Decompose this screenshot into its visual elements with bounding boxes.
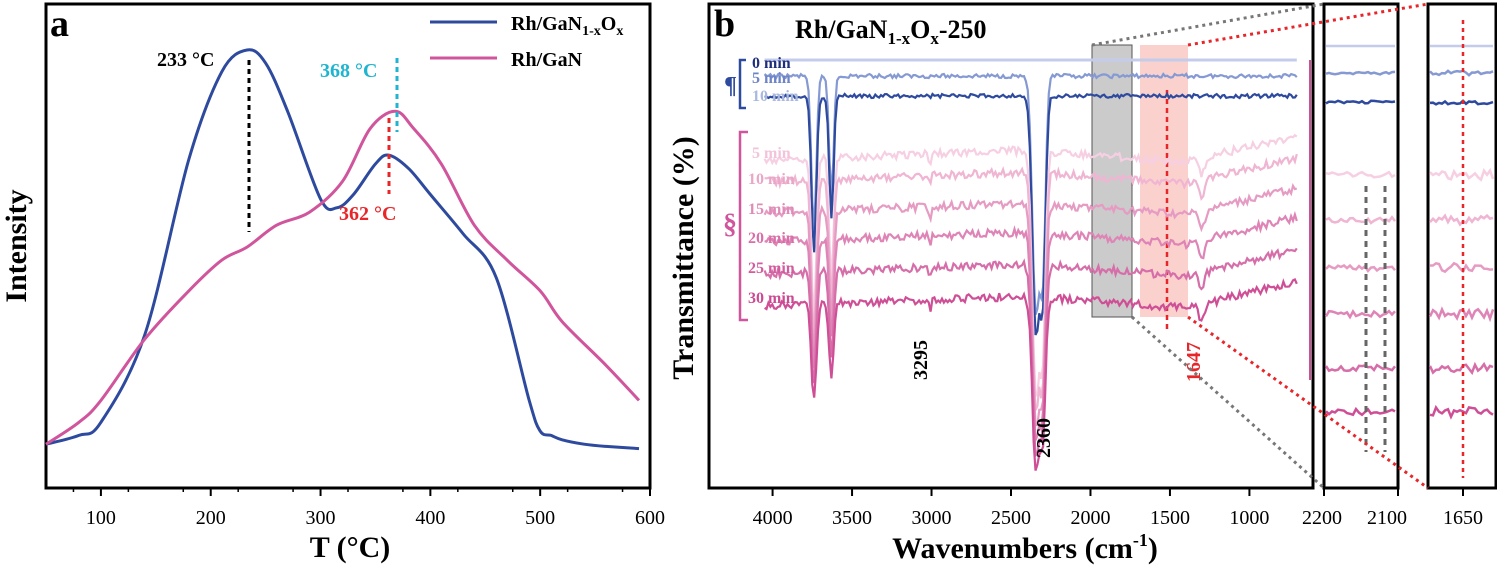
zoom-1650-trace <box>1429 404 1494 420</box>
label-5-min-b: 5 min <box>752 145 791 162</box>
panel-b-x-axis: 4000 3500 3000 2500 2000 1500 1000 <box>753 488 1269 529</box>
panel-b: b Rh/GaN1-xOx-250 ¶ § 0 min 5 min 10 min… <box>667 2 1497 565</box>
x-tick-label: 2000 <box>1070 507 1110 529</box>
zoom-2100-trace <box>1325 99 1396 105</box>
annotation-362: 362 °C <box>339 203 396 225</box>
zoom-1650-trace <box>1429 99 1494 106</box>
x-tick-label: 100 <box>86 507 116 529</box>
spectrum-8 <box>764 278 1298 471</box>
x-tick-label: 600 <box>635 507 665 529</box>
annotation-368: 368 °C <box>320 60 377 82</box>
x-tick-label: 1500 <box>1150 507 1190 529</box>
group-2-symbol: § <box>723 209 737 240</box>
panel-b-letter: b <box>714 3 735 45</box>
panel-b-y-label: Transmittance (%) <box>667 136 700 380</box>
group-1-bracket <box>738 58 746 110</box>
panel-b-x-label: Wavenumbers (cm-1) <box>892 530 1158 565</box>
zoom-1650-trace <box>1429 213 1494 227</box>
zoom-tick-2200: 2200 <box>1302 507 1342 529</box>
zoom-tick-2100: 2100 <box>1367 507 1407 529</box>
x-tick-label: 3000 <box>912 507 952 529</box>
legend-label-rh-gan: Rh/GaN <box>511 49 583 71</box>
zoom-2100-trace <box>1325 170 1396 179</box>
connector-gray-bottom <box>1131 315 1325 490</box>
x-tick-label: 4000 <box>753 507 793 529</box>
panel-a: a 233 °C 368 °C 362 °C Rh/GaN1-xOx Rh/Ga… <box>0 2 665 564</box>
zoom-1650-trace <box>1429 167 1495 182</box>
zoom-traces <box>1324 44 1495 420</box>
x-tick-label: 300 <box>306 507 336 529</box>
annotation-233: 233 °C <box>157 49 214 71</box>
label-10-min-a: 10 min <box>752 88 799 105</box>
zoom-1650-trace <box>1430 261 1494 274</box>
zoom-1650-trace <box>1428 361 1494 376</box>
panel-b-title: Rh/GaN1-xOx-250 <box>795 15 987 48</box>
zoom-1650-trace <box>1429 69 1494 77</box>
x-tick-label: 1000 <box>1229 507 1269 529</box>
group-2-bracket <box>738 130 748 322</box>
label-10-min-b: 10 min <box>748 171 795 188</box>
zoom-tick-1650: 1650 <box>1443 507 1483 529</box>
panel-a-letter: a <box>50 3 69 45</box>
legend-label-rh-gan1-x-ox: Rh/GaN1-xOx <box>511 13 623 39</box>
label-0-min: 0 min <box>752 55 791 72</box>
connector-red-top <box>1187 2 1429 47</box>
region-2100-highlight <box>1091 44 1133 318</box>
label-5-min-a: 5 min <box>752 70 791 87</box>
annotation-2360: 2360 <box>1033 418 1055 458</box>
x-tick-label: 500 <box>525 507 555 529</box>
series-rh-gan-line <box>45 109 641 446</box>
label-15-min: 15 min <box>748 201 795 218</box>
label-25-min: 25 min <box>748 260 795 277</box>
group-1-symbol: ¶ <box>724 73 737 99</box>
series-rh-gan1-x-ox-line <box>45 48 640 451</box>
connector-red-bottom <box>1187 315 1429 490</box>
x-tick-label: 200 <box>196 507 226 529</box>
spectrum-2 <box>764 91 1298 336</box>
panel-a-y-label: Intensity <box>0 189 33 302</box>
spectra <box>763 58 1311 471</box>
annotation-3295: 3295 <box>910 340 932 380</box>
zoom-2100-trace <box>1325 70 1396 76</box>
label-20-min: 20 min <box>748 230 795 247</box>
zoom-panel-2100 <box>1322 2 1400 490</box>
zoom-2100-trace <box>1324 308 1396 320</box>
label-30-min: 30 min <box>748 290 795 307</box>
x-tick-label: 2500 <box>991 507 1031 529</box>
zoom-1650-trace <box>1428 306 1495 323</box>
panel-a-x-axis: 100 200 300 400 500 600 <box>72 488 665 529</box>
annotation-1647: 1647 <box>1183 342 1205 382</box>
legend: Rh/GaN1-xOx Rh/GaN <box>430 13 623 71</box>
x-tick-label: 3500 <box>832 507 872 529</box>
zoom-2100-trace <box>1325 406 1396 417</box>
x-tick-label: 400 <box>415 507 445 529</box>
panel-a-x-label: T (°C) <box>310 531 391 564</box>
zoom-2100-trace <box>1324 363 1396 373</box>
connector-gray-top <box>1091 2 1325 47</box>
